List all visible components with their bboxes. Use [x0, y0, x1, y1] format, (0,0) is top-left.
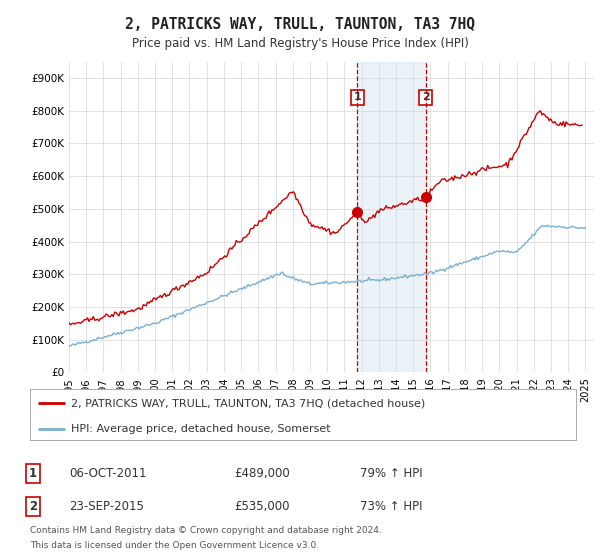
Text: 79% ↑ HPI: 79% ↑ HPI	[360, 466, 422, 480]
Text: 06-OCT-2011: 06-OCT-2011	[69, 466, 146, 480]
Text: 1: 1	[29, 466, 37, 480]
Text: Contains HM Land Registry data © Crown copyright and database right 2024.: Contains HM Land Registry data © Crown c…	[30, 526, 382, 535]
Bar	[358, 62, 426, 372]
Text: 23-SEP-2015: 23-SEP-2015	[69, 500, 144, 514]
Text: 2, PATRICKS WAY, TRULL, TAUNTON, TA3 7HQ: 2, PATRICKS WAY, TRULL, TAUNTON, TA3 7HQ	[125, 17, 475, 31]
Text: 2: 2	[29, 500, 37, 514]
Text: 2, PATRICKS WAY, TRULL, TAUNTON, TA3 7HQ (detached house): 2, PATRICKS WAY, TRULL, TAUNTON, TA3 7HQ…	[71, 398, 425, 408]
Text: This data is licensed under the Open Government Licence v3.0.: This data is licensed under the Open Gov…	[30, 541, 319, 550]
Text: £535,000: £535,000	[234, 500, 290, 514]
Text: 2: 2	[422, 92, 430, 102]
Text: Price paid vs. HM Land Registry's House Price Index (HPI): Price paid vs. HM Land Registry's House …	[131, 37, 469, 50]
Text: £489,000: £489,000	[234, 466, 290, 480]
Text: 73% ↑ HPI: 73% ↑ HPI	[360, 500, 422, 514]
Text: 1: 1	[353, 92, 361, 102]
Text: HPI: Average price, detached house, Somerset: HPI: Average price, detached house, Some…	[71, 423, 331, 433]
